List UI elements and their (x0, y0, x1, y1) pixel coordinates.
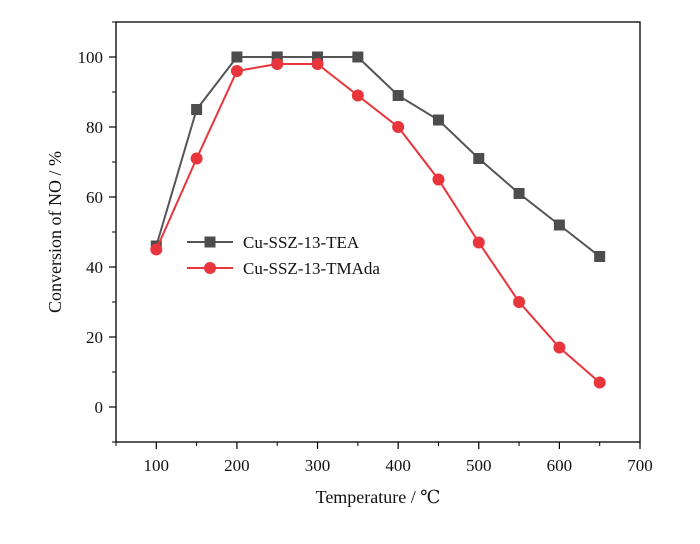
data-point (513, 188, 525, 199)
data-point (392, 121, 405, 133)
y-tick-label: 0 (95, 398, 104, 417)
data-point (594, 251, 606, 262)
series-0 (150, 51, 606, 262)
legend-item: Cu-SSZ-13-TEA (187, 233, 360, 252)
data-point (432, 173, 445, 186)
x-tick-label: 300 (305, 456, 331, 475)
series-line (155, 56, 601, 258)
legend-marker (204, 262, 216, 274)
data-point (231, 51, 243, 63)
data-point (473, 153, 485, 164)
legend: Cu-SSZ-13-TEA Cu-SSZ-13-TMAda (187, 233, 380, 278)
data-point (271, 58, 284, 70)
y-tick-label: 20 (86, 328, 103, 347)
legend-label: Cu-SSZ-13-TMAda (243, 259, 380, 278)
data-point (593, 376, 606, 389)
y-tick-label: 80 (86, 118, 103, 137)
series-line (155, 63, 601, 384)
x-tick-label: 700 (627, 456, 653, 475)
plot-frame (115, 21, 641, 443)
data-point (191, 104, 203, 115)
data-point (352, 51, 364, 63)
y-axis-title: Conversion of NO / % (45, 151, 65, 313)
y-tick-label: 100 (78, 48, 104, 67)
x-tick-label: 200 (224, 456, 250, 475)
data-point (432, 114, 444, 126)
data-point (190, 152, 203, 165)
x-axis-title: Temperature / ℃ (316, 487, 441, 507)
x-tick-label: 600 (547, 456, 573, 475)
data-point (553, 219, 565, 231)
legend-marker (204, 236, 216, 248)
data-point (351, 89, 364, 102)
x-tick-label: 500 (466, 456, 492, 475)
x-tick-label: 400 (385, 456, 411, 475)
data-point (553, 341, 566, 354)
axes: 100 200 300 400 500 600 700 0 20 40 60 80 100 (78, 21, 653, 475)
series-1 (150, 58, 606, 389)
data-point (311, 58, 324, 70)
y-tick-label: 60 (86, 188, 103, 207)
legend-item: Cu-SSZ-13-TMAda (187, 259, 380, 278)
data-point (513, 296, 526, 308)
data-point (392, 90, 404, 101)
data-point (271, 51, 283, 63)
legend-label: Cu-SSZ-13-TEA (243, 233, 360, 252)
data-point (312, 51, 324, 63)
data-point (230, 65, 243, 77)
data-point (472, 236, 485, 249)
plot-area (150, 51, 606, 389)
y-tick-label: 40 (86, 258, 103, 277)
x-tick-label: 100 (144, 456, 170, 475)
data-point (150, 243, 163, 256)
